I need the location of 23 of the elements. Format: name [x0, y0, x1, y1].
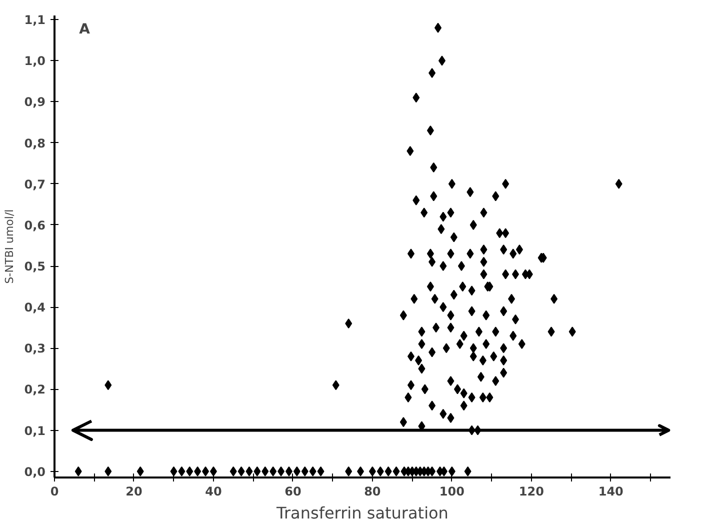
y-tick-label: 0,0 — [24, 464, 46, 479]
y-tick-label: 0,5 — [24, 260, 46, 274]
x-tick-label: 20 — [126, 484, 142, 498]
y-axis-title: S-NTBI umol/l — [3, 209, 16, 284]
y-tick-label: 0,9 — [24, 95, 46, 110]
y-tick-label: 0,3 — [24, 342, 46, 356]
x-tick-label: 0 — [50, 484, 59, 498]
y-tick-label: 1,0 — [24, 54, 46, 68]
x-tick-label: 120 — [518, 484, 544, 498]
y-tick-label: 0,1 — [24, 424, 46, 438]
y-tick-label: 1,1 — [24, 13, 46, 28]
x-tick-label: 140 — [598, 484, 624, 498]
x-tick-label: 100 — [439, 484, 464, 498]
y-tick-label: 0,2 — [24, 382, 46, 397]
annotation: A — [79, 22, 90, 38]
y-tick-label: 0,7 — [24, 177, 46, 192]
x-tick-label: 40 — [205, 484, 222, 498]
y-tick-label: 0,6 — [24, 218, 46, 232]
y-tick-label: 0,4 — [24, 300, 46, 315]
y-tick-label: 0,8 — [24, 136, 46, 150]
x-tick-label: 80 — [364, 484, 381, 498]
x-tick-label: 60 — [284, 484, 302, 498]
x-axis-title: Transferrin saturation — [276, 504, 448, 522]
